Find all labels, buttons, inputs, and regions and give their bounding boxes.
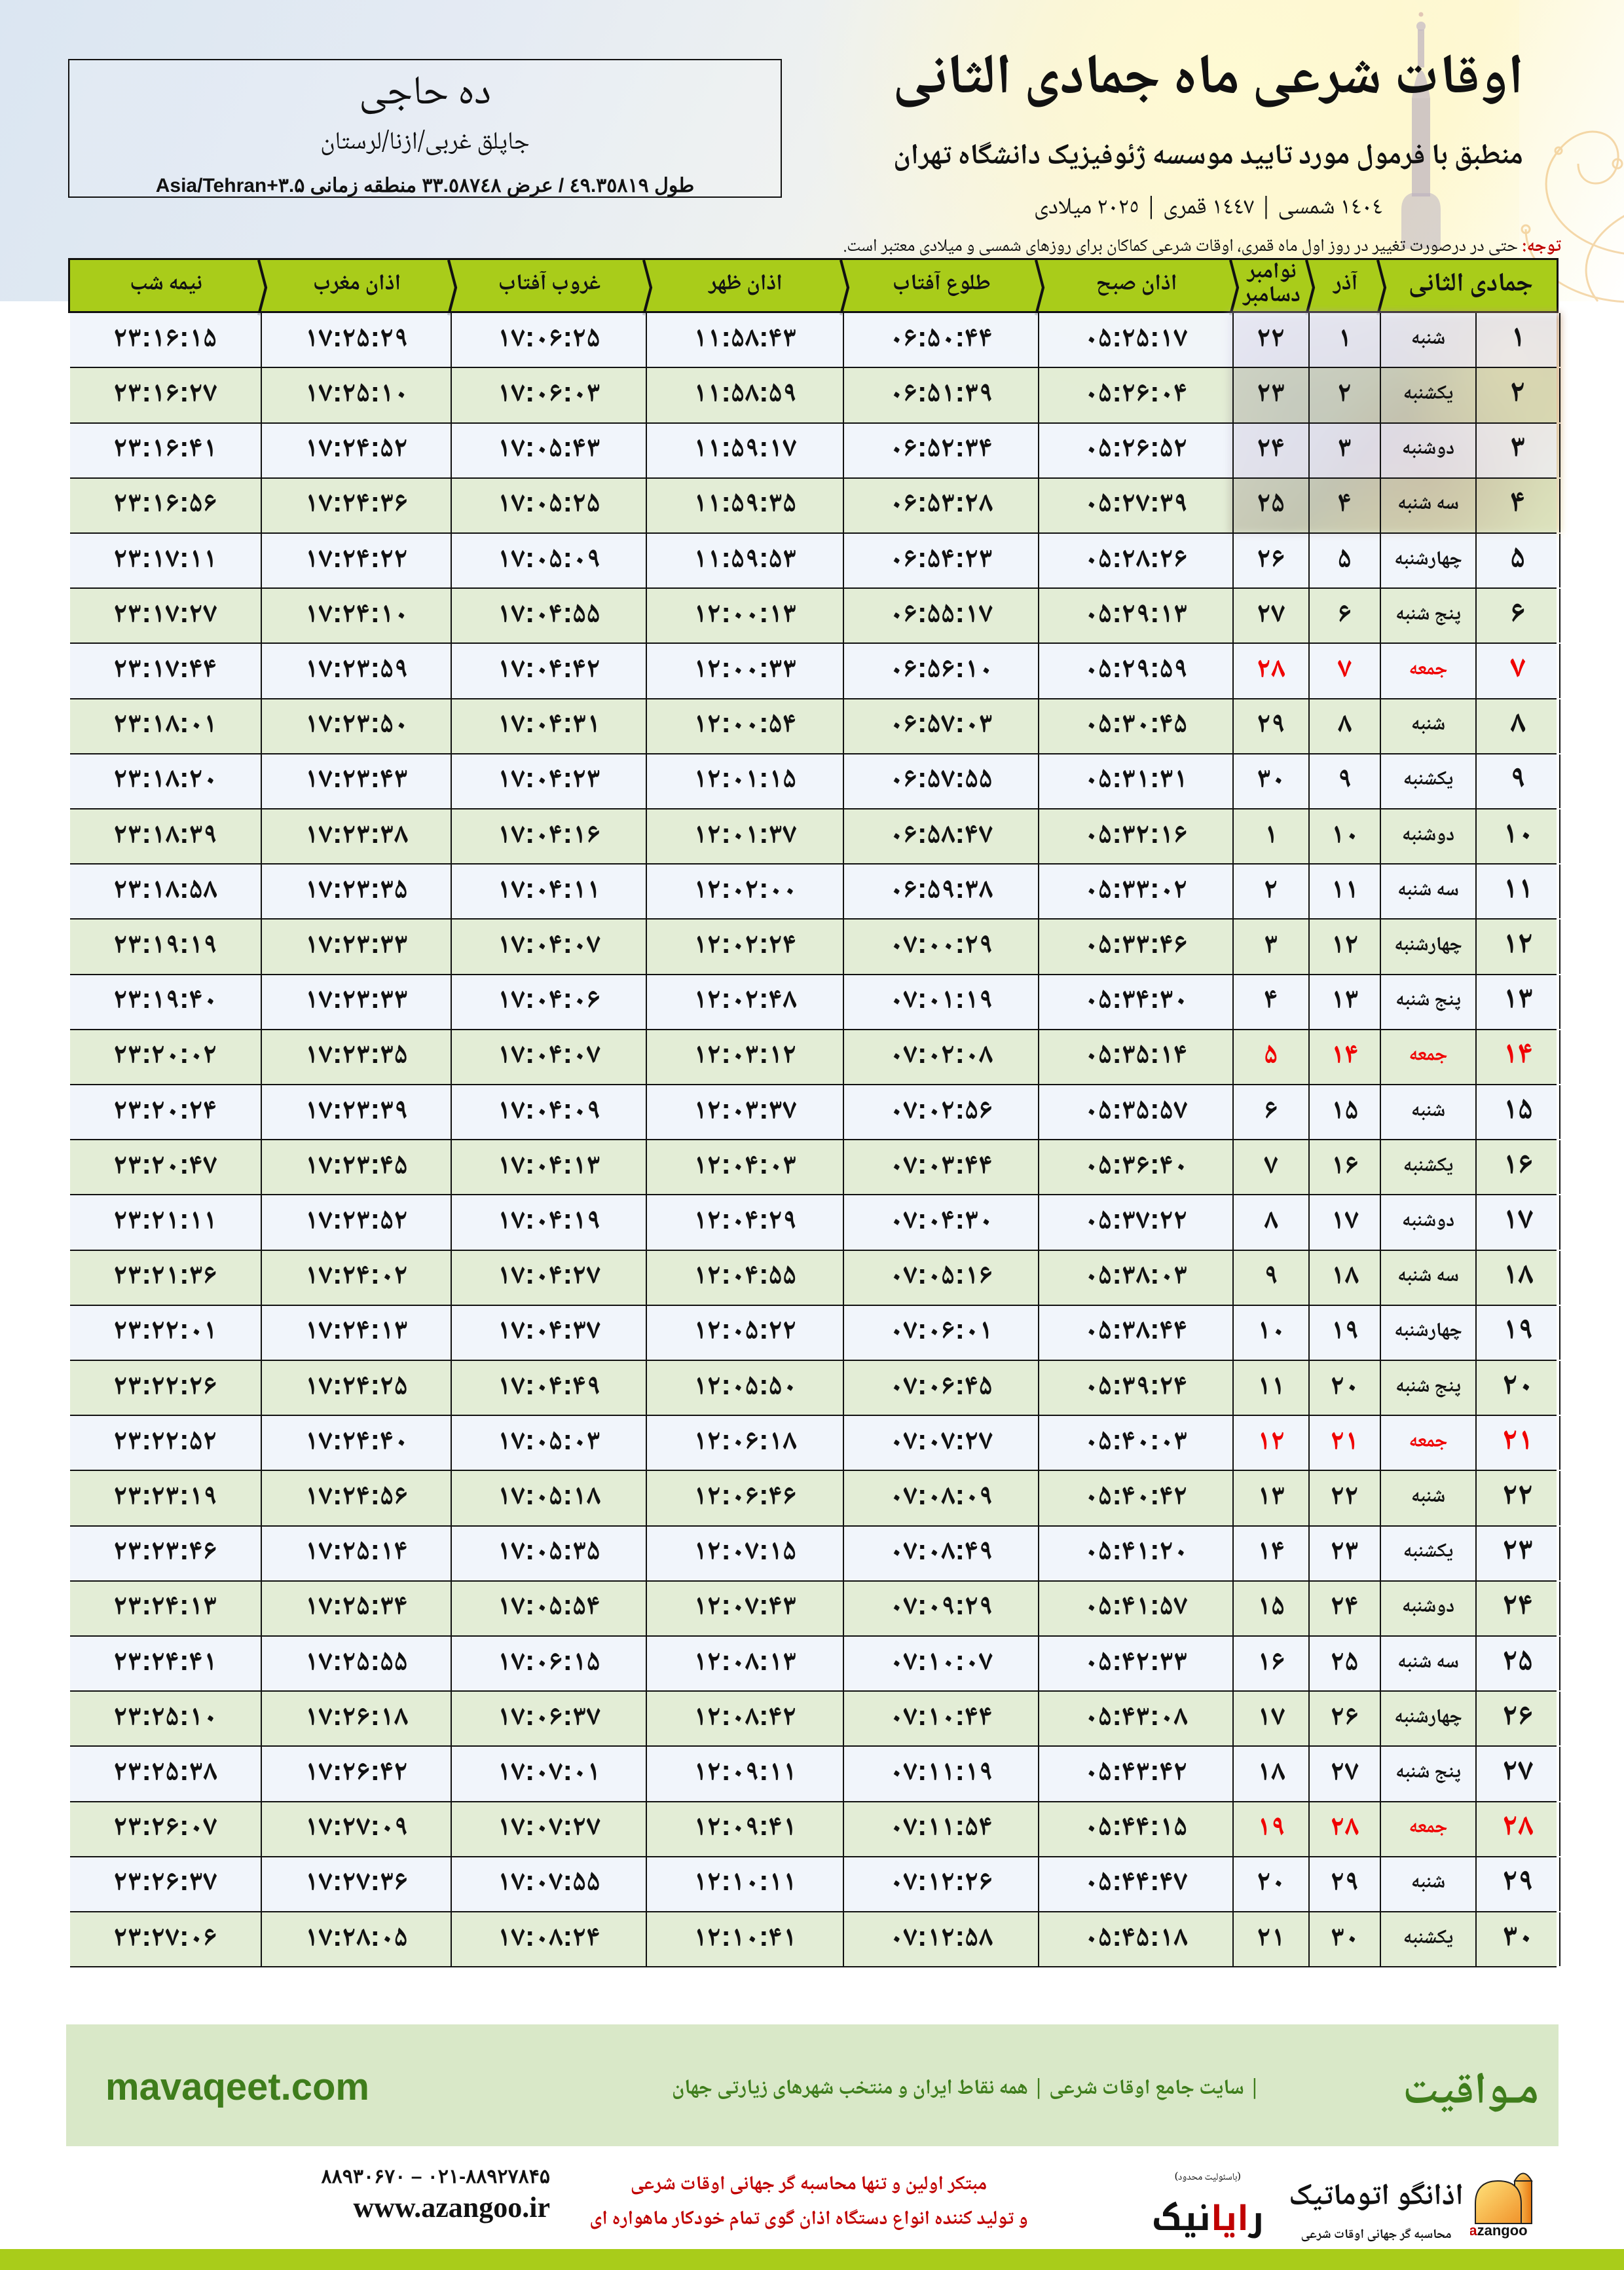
svg-text:azangoo: azangoo (1470, 2222, 1528, 2239)
